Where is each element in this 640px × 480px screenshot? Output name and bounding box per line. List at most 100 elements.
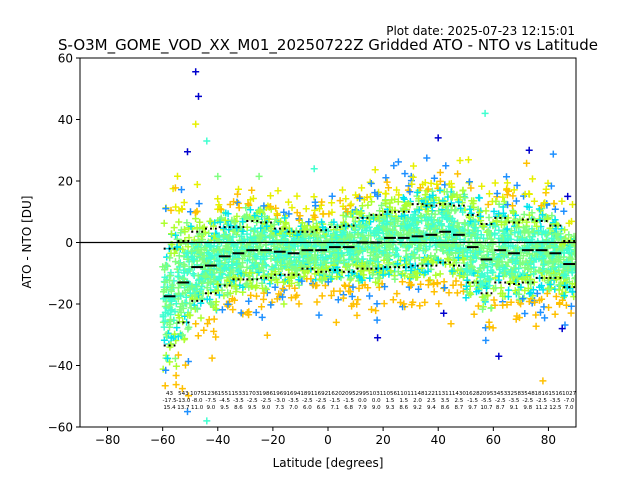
scatter-point <box>565 278 573 286</box>
zone-count-label: 3453 <box>493 391 507 397</box>
scatter-point <box>499 245 507 253</box>
scatter-point <box>532 322 540 330</box>
scatter-point <box>313 281 321 289</box>
scatter-point <box>409 251 417 259</box>
scatter-point <box>293 231 301 239</box>
scatter-point <box>237 309 245 317</box>
scatter-point <box>434 256 442 264</box>
scatter-point <box>525 277 533 285</box>
scatter-point <box>482 207 490 215</box>
scatter-point <box>475 194 483 202</box>
zone-mean-label: 2.5 <box>427 398 436 404</box>
scatter-point <box>424 267 432 275</box>
zone-mean-label: -2.5 <box>536 398 547 404</box>
scatter-point <box>387 218 394 226</box>
scatter-point <box>319 210 327 218</box>
scatter-point <box>393 290 401 298</box>
scatter-point <box>414 188 421 196</box>
scatter-point <box>266 280 274 288</box>
scatter-point <box>232 282 240 290</box>
scatter-point <box>561 321 569 329</box>
scatter-point <box>247 215 255 223</box>
zone-mean-label: -5.5 <box>481 398 492 404</box>
zone-count-label: 1969 <box>273 391 287 397</box>
scatter-point <box>178 186 185 194</box>
scatter-point <box>267 192 274 200</box>
scatter-point <box>342 195 350 203</box>
scatter-point <box>229 268 237 276</box>
scatter-point <box>421 179 429 187</box>
scatter-point <box>539 237 547 245</box>
scatter-point <box>569 201 576 208</box>
scatter-point <box>180 199 188 206</box>
scatter-point <box>521 310 529 317</box>
scatter-point <box>318 277 326 284</box>
zone-mean-label: -17.5 <box>162 398 177 404</box>
scatter-point <box>384 225 392 233</box>
scatter-point <box>533 222 541 230</box>
scatter-point <box>212 298 220 306</box>
scatter-point <box>457 281 465 289</box>
scatter-point <box>390 162 398 170</box>
scatter-point <box>503 173 510 181</box>
scatter-point <box>232 217 239 225</box>
zone-mean-label: -3.5 <box>288 398 299 404</box>
scatter-point <box>168 306 176 314</box>
scatter-point <box>560 207 568 215</box>
zone-std-label: 9.8 <box>523 405 532 411</box>
scatter-point <box>548 212 556 220</box>
scatter-point <box>328 199 336 207</box>
scatter-point <box>166 272 174 280</box>
scatter-point <box>518 235 526 243</box>
scatter-point <box>298 219 306 227</box>
scatter-point <box>259 284 267 292</box>
scatter-point <box>504 201 512 209</box>
scatter-point <box>272 215 279 223</box>
scatter-point <box>181 312 189 320</box>
scatter-point <box>177 292 185 300</box>
zone-count-label: 2095 <box>342 391 356 397</box>
outlier-point <box>495 352 503 360</box>
outlier-point <box>525 146 533 154</box>
scatter-point <box>394 158 402 166</box>
zone-mean-label: 2.0 <box>413 398 422 404</box>
scatter-point <box>206 243 214 250</box>
scatter-point <box>439 201 447 209</box>
scatter-point <box>382 174 390 182</box>
zone-std-label: 9.5 <box>220 405 229 411</box>
scatter-point <box>279 232 287 239</box>
scatter-point <box>178 385 186 393</box>
scatter-point <box>358 202 366 210</box>
scatter-point <box>431 253 439 260</box>
scatter-point <box>421 191 429 199</box>
scatter-point <box>188 240 196 248</box>
scatter-point <box>307 265 315 273</box>
scatter-point <box>381 283 389 291</box>
scatter-point <box>561 288 569 296</box>
scatter-point <box>239 218 247 225</box>
scatter-point <box>521 287 529 294</box>
scatter-point <box>438 214 446 221</box>
scatter-point <box>178 331 186 339</box>
outlier-point <box>184 408 191 416</box>
scatter-point <box>429 191 437 199</box>
scatter-point <box>324 227 332 235</box>
zone-count-label: 1533 <box>231 391 245 397</box>
scatter-point <box>466 237 474 245</box>
scatter-point <box>166 254 174 262</box>
scatter-point <box>239 283 247 291</box>
scatter-point <box>227 278 234 286</box>
scatter-point <box>437 242 445 250</box>
scatter-point <box>359 255 367 263</box>
scatter-point <box>277 272 285 279</box>
scatter-point <box>413 224 421 232</box>
scatter-point <box>262 285 270 293</box>
scatter-point <box>197 286 205 293</box>
scatter-point <box>282 219 290 227</box>
scatter-point <box>354 230 362 238</box>
scatter-point <box>442 162 450 170</box>
scatter-point <box>516 314 523 322</box>
scatter-point <box>447 199 455 207</box>
scatter-point <box>498 221 505 229</box>
zone-mean-label: -2.5 <box>316 398 327 404</box>
